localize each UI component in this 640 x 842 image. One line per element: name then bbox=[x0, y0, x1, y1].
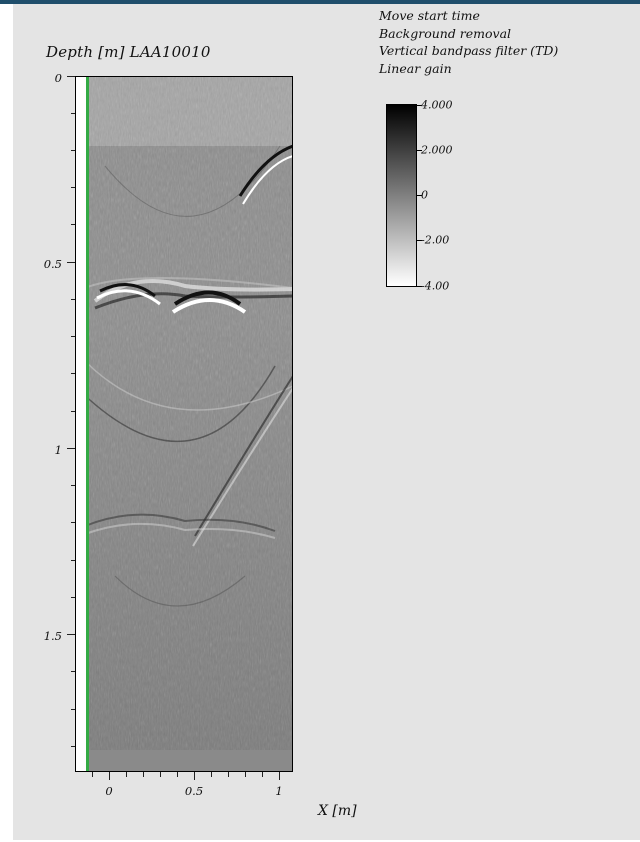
x-tick bbox=[143, 772, 144, 777]
y-tick bbox=[71, 373, 75, 374]
x-axis-label: X [m] bbox=[318, 803, 357, 819]
x-tick bbox=[194, 772, 195, 780]
y-tick bbox=[71, 597, 75, 598]
x-tick bbox=[177, 772, 178, 777]
colorbar-tick bbox=[417, 286, 422, 287]
y-tick bbox=[67, 262, 75, 263]
x-tick bbox=[160, 772, 161, 777]
y-tick bbox=[71, 671, 75, 672]
y-tick bbox=[71, 485, 75, 486]
processing-step: Move start time bbox=[379, 8, 480, 23]
colorbar-label: 0 bbox=[421, 188, 428, 202]
processing-steps-list: Move start time Background removal Verti… bbox=[379, 7, 558, 77]
y-tick bbox=[71, 187, 75, 188]
colorbar-label: -4.00 bbox=[421, 279, 450, 293]
colorbar-label: 4.000 bbox=[421, 98, 453, 112]
colorbar-tick bbox=[417, 240, 422, 241]
y-tick bbox=[71, 150, 75, 151]
y-tick bbox=[71, 113, 75, 114]
y-tick-label: 1 bbox=[54, 443, 62, 457]
x-tick bbox=[279, 772, 280, 780]
y-tick bbox=[67, 634, 75, 635]
x-tick bbox=[228, 772, 229, 777]
x-tick bbox=[92, 772, 93, 777]
y-tick bbox=[71, 709, 75, 710]
y-tick-label: 0 bbox=[54, 71, 62, 85]
x-tick bbox=[262, 772, 263, 777]
window-top-bar bbox=[0, 0, 640, 4]
x-tick-label: 0.5 bbox=[184, 784, 204, 798]
y-tick bbox=[67, 448, 75, 449]
colorbar-tick bbox=[417, 105, 422, 106]
colorbar-tick bbox=[417, 150, 422, 151]
y-tick-label: 1.5 bbox=[43, 629, 62, 643]
radargram-image[interactable] bbox=[75, 76, 293, 772]
x-tick bbox=[109, 772, 110, 780]
x-tick bbox=[245, 772, 246, 777]
y-tick bbox=[71, 560, 75, 561]
processing-step: Background removal bbox=[379, 25, 512, 41]
y-tick bbox=[71, 411, 75, 412]
y-tick bbox=[71, 336, 75, 337]
x-tick bbox=[126, 772, 127, 777]
processing-step: Linear gain bbox=[379, 60, 452, 76]
y-tick bbox=[71, 224, 75, 225]
y-tick-label: 0.5 bbox=[43, 257, 62, 271]
y-tick bbox=[71, 746, 75, 747]
y-tick bbox=[67, 76, 75, 77]
amplitude-colorbar bbox=[386, 104, 417, 287]
x-tick-label: 1 bbox=[275, 784, 283, 798]
plot-title: Depth [m] LAA10010 bbox=[46, 43, 211, 61]
y-tick bbox=[71, 522, 75, 523]
processing-step: Vertical bandpass filter (TD) bbox=[379, 43, 559, 58]
colorbar-label: 2.000 bbox=[421, 143, 453, 157]
x-tick-label: 0 bbox=[105, 784, 113, 798]
y-tick bbox=[71, 299, 75, 300]
colorbar-label: -2.00 bbox=[421, 233, 450, 247]
colorbar-tick bbox=[417, 195, 422, 196]
x-tick bbox=[211, 772, 212, 777]
